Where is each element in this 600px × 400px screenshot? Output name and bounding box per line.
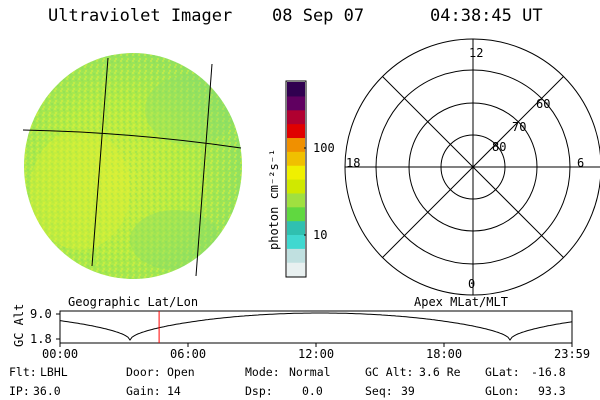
mlt-label-top: 12 (469, 46, 484, 60)
status-mode-value: Normal (289, 365, 331, 379)
status-gain-label: Gain: (126, 384, 161, 398)
status-gcalt-label: GC Alt: (365, 365, 414, 379)
status-mode-label: Mode: (245, 365, 280, 379)
orbit-ytick-max: 9.0 (30, 307, 52, 321)
status-glon-label: GLon: (485, 384, 520, 398)
status-door-label: Door: (126, 365, 161, 379)
header-time: 04:38:45 UT (430, 6, 543, 26)
header-date: 08 Sep 07 (272, 6, 365, 26)
status-gcalt-value: 3.6 Re (419, 365, 461, 379)
colorbar-segment (287, 234, 305, 249)
colorbar-segment (287, 151, 305, 166)
colorbar-segment (287, 262, 305, 277)
colorbar-segment (287, 137, 305, 152)
colorbar-segment (287, 95, 305, 111)
mlat-label-60: 60 (536, 97, 551, 111)
status-dsp-label: Dsp: (245, 384, 273, 398)
polar-plot-caption: Apex MLat/MLT (414, 295, 508, 309)
colorbar (287, 82, 305, 277)
status-seq-value: 39 (401, 384, 415, 398)
status-glon-value: 93.3 (538, 384, 566, 398)
status-filter-value: LBHL (40, 365, 68, 379)
geographic-grid-caption: Geographic Lat/Lon (68, 295, 199, 309)
status-glat-label: GLat: (485, 365, 520, 379)
orbit-ytick-min: 1.8 (30, 332, 52, 346)
instrument-title: Ultraviolet Imager (48, 6, 233, 26)
colorbar-tick-100: 100 (313, 141, 335, 155)
orbit-altitude-plot (56, 310, 573, 347)
orbit-xtick-1: 06:00 (170, 347, 207, 361)
uvi-image-disk (24, 53, 242, 279)
colorbar-unit-label: photon cm⁻²s⁻¹ (267, 148, 281, 250)
status-gain-value: 14 (167, 384, 181, 398)
orbit-ylabel: GC Alt (12, 303, 26, 347)
mlt-label-right: 6 (577, 156, 585, 170)
mlat-label-70: 70 (512, 120, 527, 134)
mlt-label-left: 18 (346, 156, 361, 170)
colorbar-segment (287, 165, 305, 180)
colorbar-segment (287, 82, 305, 97)
colorbar-segment (287, 123, 305, 139)
status-door-value: Open (167, 365, 195, 379)
colorbar-segment (287, 192, 305, 208)
orbit-xtick-3: 18:00 (426, 347, 463, 361)
colorbar-segment (287, 206, 305, 222)
status-filter-label: Flt: (9, 365, 37, 379)
colorbar-segment (287, 220, 305, 236)
colorbar-segment (287, 248, 305, 263)
geographic-grid (22, 57, 242, 277)
status-ip-label: IP: (9, 384, 30, 398)
status-glat-value: -16.8 (531, 365, 566, 379)
colorbar-segment (287, 179, 305, 194)
mlt-label-bottom: 0 (468, 277, 476, 291)
colorbar-segment (287, 109, 305, 125)
status-dsp-value: 0.0 (302, 384, 323, 398)
status-seq-label: Seq: (365, 384, 393, 398)
orbit-xtick-0: 00:00 (42, 347, 79, 361)
mlat-label-80: 80 (492, 140, 507, 154)
orbit-xtick-2: 12:00 (298, 347, 335, 361)
orbit-xtick-4: 23:59 (554, 347, 591, 361)
mlat-mlt-polar-plot (344, 38, 600, 296)
status-ip-value: 36.0 (33, 384, 61, 398)
colorbar-tick-10: 10 (313, 228, 328, 242)
